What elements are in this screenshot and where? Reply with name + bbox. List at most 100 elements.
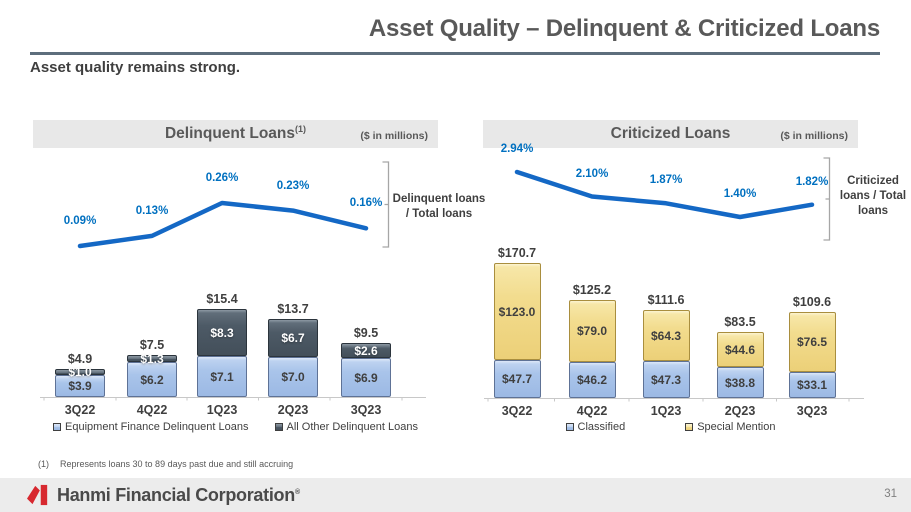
ratio-point-label: 0.23% [276,179,310,192]
legend-item: Special Mention [685,421,775,433]
trademark-symbol: ® [294,488,300,496]
bar-total-label: $4.9 [67,352,93,366]
footnote: (1) Represents loans 30 to 89 days past d… [38,459,293,469]
x-axis-label: 4Q22 [576,404,608,418]
panel-title-text: Criticized Loans [610,125,731,142]
units-label-criticized: ($ in millions) [780,130,848,142]
bar-segment-criticized-loans-3Q23: $33.1 [788,372,836,398]
bar-segment-criticized-loans-1Q23: $64.3 [642,310,690,361]
ratio-point-label: 1.82% [795,175,829,188]
bar-value-label: $47.7 [501,372,533,386]
panel-title-delinquent: Delinquent Loans(1) [165,124,306,143]
ratio-label-delinquent: Delinquent loans / Total loans [392,193,486,220]
bar-segment-delinquent-loans-4Q22: $1.3 [127,351,177,366]
bar-total-label: $109.6 [792,295,832,309]
bar-segment-delinquent-loans-3Q23: $2.6 [341,343,391,358]
bar-segment-criticized-loans-3Q23: $76.5 [788,312,836,372]
panel-title-criticized: Criticized Loans [611,125,731,143]
bar-total-label: $15.4 [206,292,238,306]
ratio-label-criticized: Criticized loans / Total loans [839,175,907,217]
bar-total-label: $83.5 [724,315,756,329]
legend-marker-icon [53,423,62,431]
bar-segment-delinquent-loans-1Q23: $8.3 [197,309,247,356]
x-axis-label: 1Q23 [206,403,238,417]
bar-value-label: $8.3 [210,325,234,340]
bar-segment-criticized-loans-4Q22: $79.0 [568,300,616,362]
bar-value-label: $79.0 [576,324,608,338]
ratio-point-label: 2.10% [575,167,609,180]
footnote-marker: (1) [38,459,49,469]
legend-label: Classified [577,421,626,433]
bar-segment-criticized-loans-2Q23: $44.6 [716,332,764,367]
panel-title-text: Delinquent Loans [164,125,296,143]
hanmi-logo-icon [27,484,48,506]
bar-total-label: $125.2 [572,283,612,297]
legend-item: Classified [565,421,626,433]
bar-value-label: $6.2 [140,372,164,387]
x-axis-label: 2Q23 [277,403,309,417]
bar-segment-delinquent-loans-3Q22: $1.0 [55,365,105,379]
bar-total-label: $7.5 [139,338,165,352]
ratio-point-label: 0.16% [349,197,383,210]
bar-segment-criticized-loans-3Q22: $123.0 [493,263,541,360]
bar-segment-delinquent-loans-3Q23: $6.9 [341,358,391,397]
x-axis-label: 3Q23 [796,404,828,418]
footnote-text: Represents loans 30 to 89 days past due … [60,459,294,469]
ratio-point-label: 0.26% [205,172,239,184]
legend-label: Equipment Finance Delinquent Loans [65,421,249,433]
bar-value-label: $6.7 [281,331,305,345]
ratio-point-label: 0.13% [135,204,169,217]
bar-total-label: $111.6 [647,293,685,307]
legend-marker-icon [565,423,574,431]
bar-value-label: $1.3 [140,351,164,366]
x-axis-label: 3Q23 [350,403,382,417]
page-title: Asset Quality – Delinquent & Criticized … [368,15,880,42]
bar-value-label: $7.0 [281,370,305,384]
bar-total-label: $9.5 [353,326,379,340]
bar-segment-delinquent-loans-1Q23: $7.1 [197,356,247,397]
legend-label: Special Mention [697,421,776,433]
bar-segment-criticized-loans-2Q23: $38.8 [716,367,764,398]
bar-segment-criticized-loans-4Q22: $46.2 [568,362,616,398]
footer-brand-text: Hanmi Financial Corporation [57,484,295,505]
bar-segment-criticized-loans-1Q23: $47.3 [642,361,690,398]
footnote-superscript: (1) [295,124,307,135]
footer-brand: Hanmi Financial Corporation® [57,485,300,506]
panel-header-criticized: Criticized Loans ($ in millions) [483,120,858,148]
legend-item: Equipment Finance Delinquent Loans [53,421,249,433]
bar-value-label: $38.8 [724,375,756,390]
bar-total-label: $13.7 [277,302,309,316]
bar-value-label: $123.0 [498,304,536,319]
x-axis-label: 2Q23 [724,404,756,418]
bar-value-label: $3.9 [68,379,92,393]
bar-value-label: $47.3 [650,372,682,387]
legend-criticized: Classified Special Mention [483,421,858,433]
bar-value-label: $33.1 [796,378,828,392]
ratio-point-label: 1.40% [723,188,757,200]
bar-value-label: $2.6 [354,343,378,358]
bar-value-label: $46.2 [576,373,608,387]
page-number: 31 [884,488,897,500]
ratio-point-label: 1.87% [649,174,683,187]
ratio-point-label: 2.94% [500,143,534,155]
x-axis-label: 3Q22 [501,404,533,418]
legend-marker-icon [274,423,283,431]
bar-value-label: $6.9 [354,370,378,385]
footer-bar: Hanmi Financial Corporation® [0,478,911,512]
x-axis-label: 4Q22 [136,403,168,417]
subtitle: Asset quality remains strong. [30,59,241,76]
bar-value-label: $1.0 [68,365,92,379]
bar-segment-delinquent-loans-4Q22: $6.2 [127,362,177,397]
bar-segment-delinquent-loans-2Q23: $6.7 [268,319,318,357]
panel-header-delinquent: Delinquent Loans(1) ($ in millions) [33,120,438,148]
bar-total-label: $170.7 [497,246,537,260]
legend-delinquent: Equipment Finance Delinquent Loans All Ot… [33,421,438,433]
ratio-point-label: 0.09% [63,215,97,227]
legend-item: All Other Delinquent Loans [274,421,418,433]
x-axis-label: 1Q23 [650,404,682,418]
bar-segment-criticized-loans-3Q22: $47.7 [493,360,541,398]
legend-label: All Other Delinquent Loans [286,421,418,433]
legend-marker-icon [685,423,694,431]
